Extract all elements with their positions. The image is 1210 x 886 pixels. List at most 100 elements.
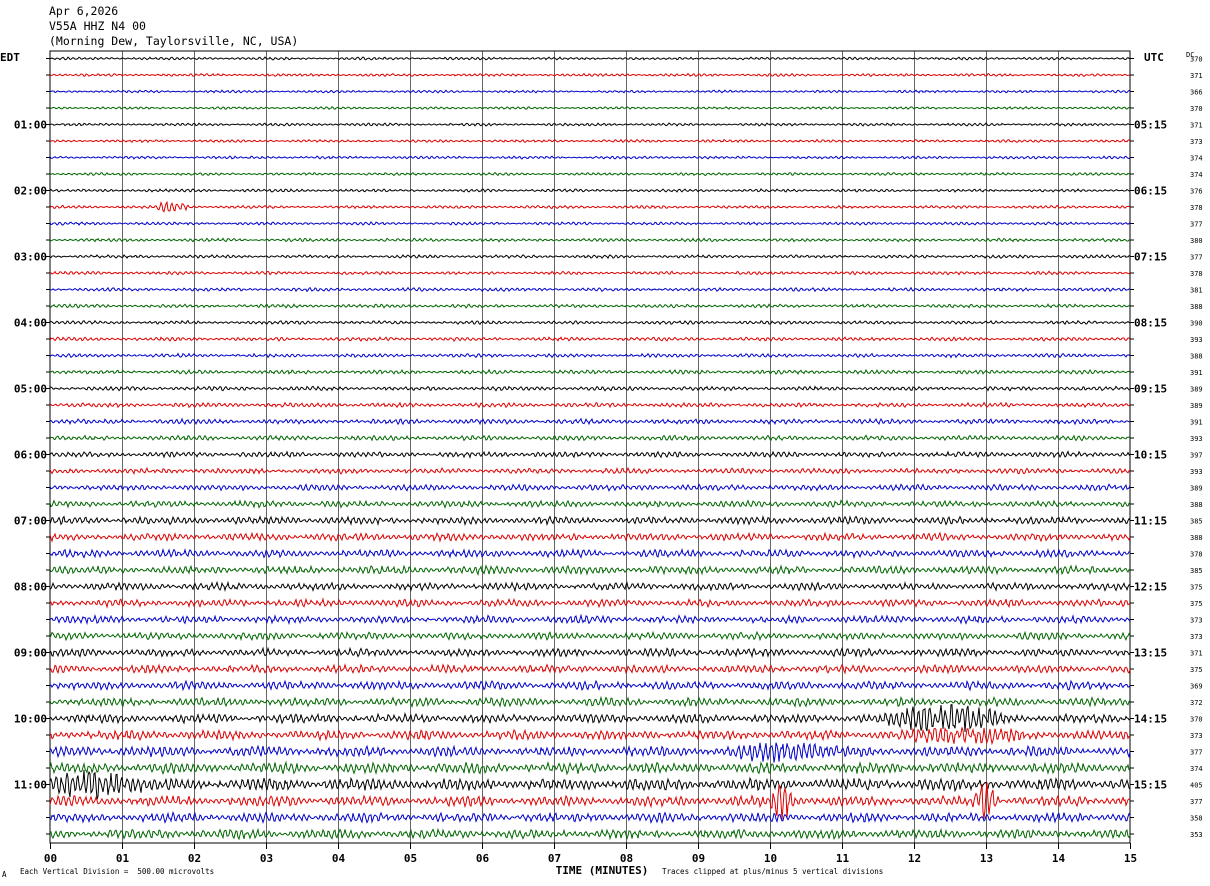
trace-row-23 <box>49 434 1131 442</box>
trace-row-30 <box>49 547 1131 560</box>
dc-offset-label: 380 <box>1190 237 1203 245</box>
dc-offset-label: 378 <box>1190 270 1203 278</box>
trace-row-28 <box>49 515 1131 527</box>
dc-offset-label: 385 <box>1190 567 1203 575</box>
trace-row-45 <box>49 782 1131 820</box>
header-location: (Morning Dew, Taylorsville, NC, USA) <box>49 34 299 48</box>
edt-hour-label: 11:00 <box>14 779 47 792</box>
header-date: Apr 6,2026 <box>49 4 119 18</box>
dc-offset-label: 389 <box>1190 402 1203 410</box>
axis-labels: EDT UTC DC TIME (MINUTES) 00 01 02 03 04 05 06… <box>0 51 1203 877</box>
x-tick-label: 05 <box>404 852 417 865</box>
trace-row-5 <box>49 138 1131 144</box>
dc-offset-label: 377 <box>1190 798 1203 806</box>
dc-offset-label: 393 <box>1190 336 1203 344</box>
utc-hour-label: 14:15 <box>1134 713 1167 726</box>
dc-offset-label: 358 <box>1190 815 1203 823</box>
dc-offset-label: 374 <box>1190 171 1203 179</box>
x-tick-label: 06 <box>476 852 490 865</box>
x-tick-label: 01 <box>116 852 130 865</box>
dc-offset-label: 373 <box>1190 732 1203 740</box>
clip-note: Traces clipped at plus/minus 5 vertical … <box>662 867 884 876</box>
trace-row-44 <box>49 769 1131 800</box>
edt-hour-label: 03:00 <box>14 251 47 264</box>
dc-offset-label: 373 <box>1190 617 1203 625</box>
dc-offset-label: 366 <box>1190 89 1203 97</box>
dc-offset-label: 388 <box>1190 303 1203 311</box>
trace-row-26 <box>49 483 1131 492</box>
edt-hour-label: 09:00 <box>14 647 47 660</box>
utc-hour-label: 09:15 <box>1134 383 1167 396</box>
dc-offset-label: 391 <box>1190 419 1203 427</box>
trace-row-35 <box>49 630 1131 642</box>
trace-row-42 <box>49 742 1131 763</box>
x-tick-label: 14 <box>1052 852 1066 865</box>
trace-row-43 <box>49 760 1131 776</box>
left-axis-label: EDT <box>0 51 20 64</box>
trace-row-27 <box>49 499 1131 509</box>
edt-hour-label: 07:00 <box>14 515 47 528</box>
x-tick-label: 13 <box>980 852 993 865</box>
trace-row-24 <box>49 450 1131 459</box>
utc-hour-label: 06:15 <box>1134 185 1167 198</box>
utc-hour-label: 11:15 <box>1134 515 1167 528</box>
dc-offset-label: 391 <box>1190 369 1203 377</box>
trace-row-17 <box>49 336 1131 342</box>
trace-row-39 <box>49 695 1131 708</box>
dc-offset-label: 381 <box>1190 287 1203 295</box>
dc-offset-label: 375 <box>1190 666 1203 674</box>
trace-row-22 <box>49 417 1131 426</box>
dc-offset-label: 388 <box>1190 353 1203 361</box>
trace-row-19 <box>49 368 1131 376</box>
dc-offset-label: 405 <box>1190 782 1203 790</box>
edt-hour-label: 10:00 <box>14 713 47 726</box>
trace-row-6 <box>49 155 1131 160</box>
x-tick-label: 12 <box>908 852 921 865</box>
dc-offset-label: 388 <box>1190 534 1203 542</box>
utc-hour-label: 15:15 <box>1134 779 1167 792</box>
dc-offset-label: 378 <box>1190 551 1203 559</box>
x-tick-label: 11 <box>836 852 850 865</box>
dc-offset-label: 393 <box>1190 435 1203 443</box>
utc-hour-label: 05:15 <box>1134 119 1167 132</box>
dc-offset-label: 375 <box>1190 600 1203 608</box>
dc-label: DC <box>1186 51 1194 59</box>
trace-row-18 <box>49 352 1131 359</box>
trace-row-4 <box>49 122 1131 127</box>
dc-offset-label: 373 <box>1190 633 1203 641</box>
trace-row-31 <box>49 564 1131 576</box>
trace-row-33 <box>49 597 1131 609</box>
dc-offset-label: 389 <box>1190 485 1203 493</box>
dc-offset-label: 371 <box>1190 122 1203 130</box>
dc-offset-label: 377 <box>1190 749 1203 757</box>
trace-row-37 <box>49 663 1131 675</box>
trace-row-46 <box>49 810 1131 825</box>
x-tick-label: 00 <box>44 852 57 865</box>
edt-hour-label: 06:00 <box>14 449 47 462</box>
plot-frame <box>49 50 1131 844</box>
dc-offset-label: 371 <box>1190 650 1203 658</box>
trace-row-7 <box>49 171 1131 177</box>
utc-hour-label: 07:15 <box>1134 251 1167 264</box>
trace-row-36 <box>49 646 1131 659</box>
dc-offset-label: 370 <box>1190 105 1203 113</box>
trace-row-11 <box>49 237 1131 243</box>
trace-row-12 <box>49 253 1131 260</box>
edt-hour-label: 01:00 <box>14 119 47 132</box>
trace-row-15 <box>49 303 1131 309</box>
right-axis-label: UTC <box>1144 51 1164 64</box>
dc-offset-label: 390 <box>1190 320 1203 328</box>
x-tick-label: 03 <box>260 852 273 865</box>
dc-offset-label: 385 <box>1190 518 1203 526</box>
trace-row-34 <box>49 613 1131 626</box>
utc-hour-label: 13:15 <box>1134 647 1167 660</box>
dc-offset-label: 377 <box>1190 221 1203 229</box>
dc-offset-label: 373 <box>1190 138 1203 146</box>
trace-row-41 <box>49 727 1131 746</box>
trace-row-10 <box>49 221 1131 226</box>
dc-offset-label: 397 <box>1190 452 1203 460</box>
trace-row-0 <box>49 56 1131 61</box>
scale-note: Each Vertical Division = 500.00 microvol… <box>20 867 215 876</box>
dc-offset-label: 369 <box>1190 683 1203 691</box>
